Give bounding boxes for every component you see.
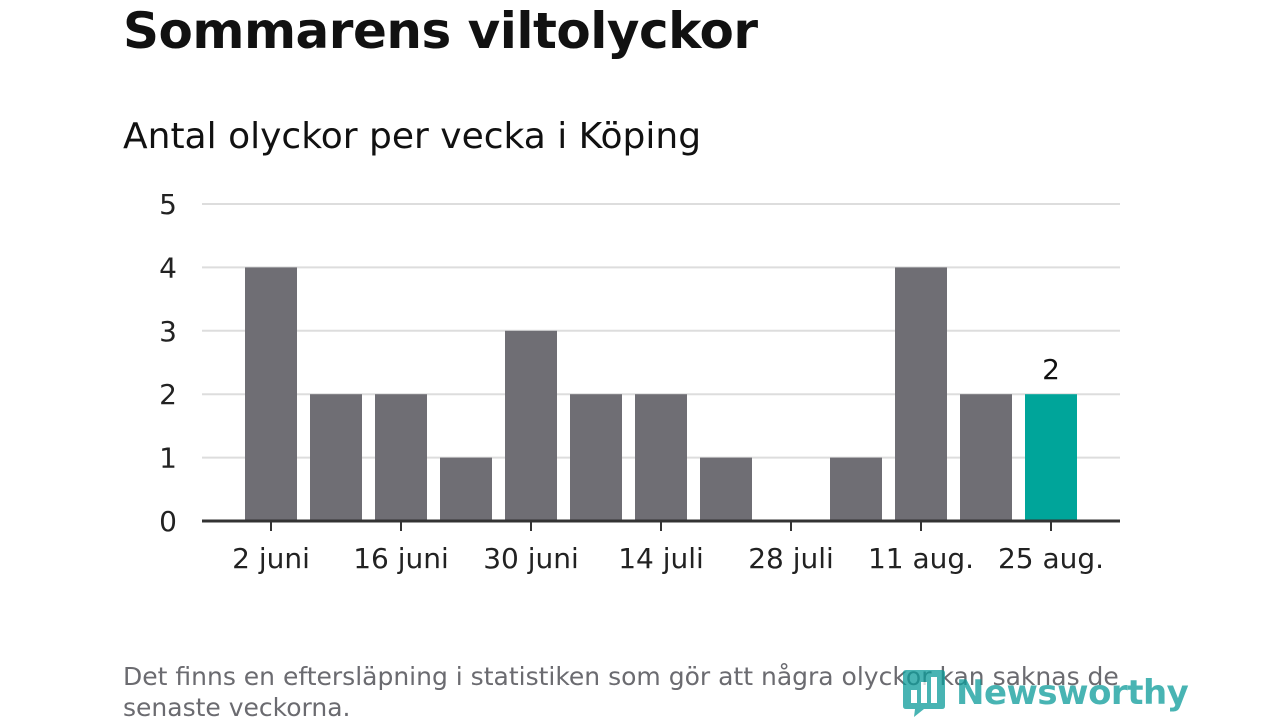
y-tick-label: 1 [159, 442, 177, 475]
y-tick-label: 3 [159, 315, 177, 348]
bar [1025, 394, 1077, 521]
y-tick-label: 4 [159, 251, 177, 284]
x-tick-label: 14 juli [618, 542, 704, 575]
newsworthy-brand: Newsworthy [902, 668, 1189, 718]
brand-name: Newsworthy [956, 673, 1189, 713]
bar [375, 394, 427, 521]
x-tick-label: 28 juli [748, 542, 834, 575]
bar [960, 394, 1012, 521]
bar [830, 457, 882, 521]
labels: 0 1 2 3 4 5 2 2 juni 16 juni 30 juni 14 juli 28 jul… [159, 188, 1104, 575]
bar [635, 394, 687, 521]
bar [505, 330, 557, 521]
newsworthy-logo-icon [903, 670, 945, 717]
x-tick-label: 16 juni [353, 542, 449, 575]
axes [202, 519, 1120, 531]
x-tick-label: 25 aug. [998, 542, 1104, 575]
footnote: Det finns en eftersläpning i statistiken… [123, 662, 1119, 720]
x-tick-label: 30 juni [483, 542, 579, 575]
data-label: 2 [1042, 353, 1060, 386]
y-tick-label: 2 [159, 378, 177, 411]
y-tick-label: 0 [159, 505, 177, 538]
bar [895, 267, 947, 521]
chart-subtitle: Antal olyckor per vecka i Köping [123, 116, 702, 157]
x-tick-label: 11 aug. [868, 542, 974, 575]
chart-title: Sommarens viltolyckor [123, 2, 758, 60]
bar [310, 394, 362, 521]
bar [440, 457, 492, 521]
x-tick-label: 2 juni [232, 542, 310, 575]
y-tick-label: 5 [159, 188, 177, 221]
bars [245, 267, 1077, 521]
bar [700, 457, 752, 521]
bar [570, 394, 622, 521]
bar [245, 267, 297, 521]
